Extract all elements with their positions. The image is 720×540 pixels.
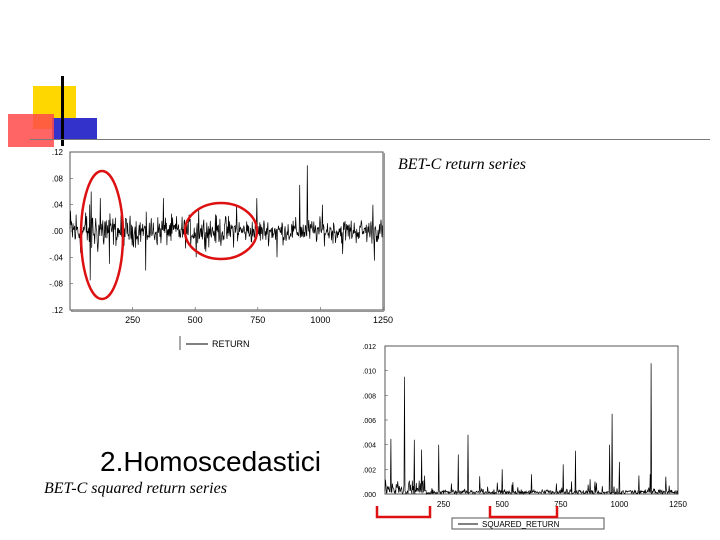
annotation-ellipse-left [79,169,125,301]
return-x-tick-label: 750 [250,315,265,325]
return-x-tick-label: 500 [188,315,203,325]
annotation-bracket-left [375,506,432,519]
return-y-tick-label: .12 [52,306,64,315]
return-x-tick-label: 1000 [310,315,330,325]
title-vertical-rule [61,76,64,146]
squared-x-tick-label: 1250 [669,500,687,509]
squared-y-ticks: .012 .010 .008 .006 .004 .002 .000 [362,344,388,499]
return-legend-label: RETURN [212,339,250,349]
return-series-caption: BET-C return series [398,156,526,173]
return-x-ticks: 250 500 750 1000 1250 [125,307,393,325]
return-y-tick-label: -.04 [49,253,63,262]
squared-x-ticks: 250 500 750 1000 1250 [437,491,687,509]
return-y-tick-label: .08 [52,174,64,183]
squared-series-caption: BET-C squared return series [44,480,227,497]
annotation-bracket-right [488,506,559,519]
squared-return-chart: .012 .010 .008 .006 .004 .002 .000 250 500 750 10… [362,344,687,530]
squared-y-tick-label: .010 [362,369,376,376]
return-chart: .12 .08 .04 .00 -.04 -.08 .12 250 500 750 1000 125… [49,148,393,350]
return-x-tick-label: 1250 [373,315,393,325]
title-horizontal-rule [30,139,710,140]
slide-heading: 2.Homoscedastici [100,446,321,477]
return-y-tick-label: .04 [52,201,64,210]
squared-series-line [384,363,678,496]
squared-y-tick-label: .006 [362,418,376,425]
return-y-tick-label: .12 [52,148,64,157]
squared-y-tick-label: .008 [362,393,376,400]
return-y-ticks: .12 .08 .04 .00 -.04 -.08 .12 [49,148,73,315]
return-x-tick-label: 250 [125,315,140,325]
squared-plot-frame [384,345,679,495]
squared-x-tick-label: 1000 [611,500,629,509]
squared-legend-label: SQUARED_RETURN [482,520,560,529]
squared-y-tick-label: .000 [362,492,376,499]
squared-x-tick-label: 750 [554,500,568,509]
return-y-tick-label: .00 [52,227,64,236]
squared-y-tick-label: .004 [362,443,376,450]
return-y-tick-label: -.08 [49,280,63,289]
bullet-square-red [8,114,54,147]
squared-y-tick-label: .002 [362,467,376,474]
annotation-ellipse-middle [183,201,259,261]
squared-x-tick-label: 250 [437,500,451,509]
squared-y-tick-label: .012 [362,344,376,351]
squared-x-tick-label: 500 [496,500,510,509]
